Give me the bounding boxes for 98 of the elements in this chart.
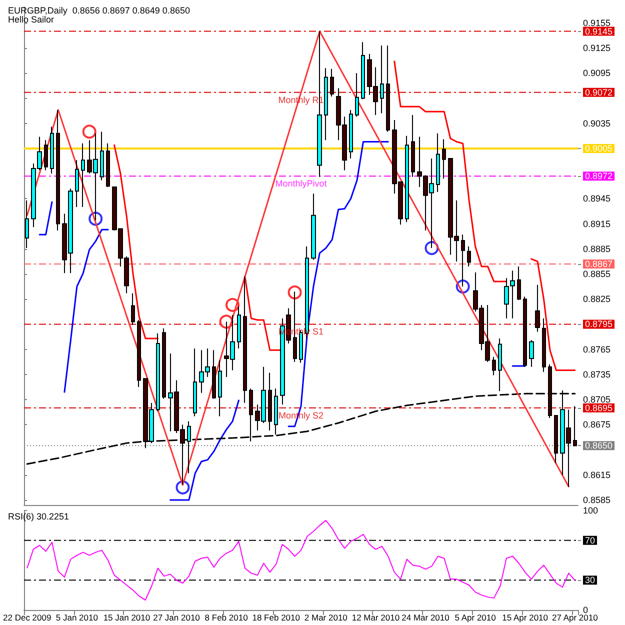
y-tick-label: 70 <box>585 535 596 546</box>
candlestick <box>492 356 496 376</box>
candlestick <box>523 296 527 368</box>
candlestick <box>504 278 509 319</box>
y-tick-label: 0.8795 <box>585 319 613 330</box>
x-tick-label: 5 Jan 2010 <box>56 612 98 622</box>
candlestick <box>212 350 216 400</box>
candlestick <box>510 270 515 319</box>
point <box>288 285 302 300</box>
candlestick <box>243 276 247 404</box>
candlestick <box>529 340 534 368</box>
y-tick-label: 0.8695 <box>585 402 613 413</box>
x-tick-label: 12 Mar 2010 <box>352 612 400 622</box>
text: Hello Sailor <box>8 14 54 24</box>
line-series <box>170 400 240 501</box>
y-tick-label: 0.9072 <box>585 87 613 98</box>
y-tick-label: 0.8945 <box>583 194 611 204</box>
candlestick <box>542 318 546 372</box>
candlestick <box>131 292 135 326</box>
candlestick <box>137 320 141 388</box>
candlestick <box>106 142 110 188</box>
y-tick-label: 0.9125 <box>583 43 611 54</box>
candlestick <box>50 126 54 174</box>
candlestick <box>274 388 278 436</box>
candlestick <box>405 135 409 223</box>
candlestick <box>380 45 384 114</box>
y-tick-label: 0.8855 <box>583 268 611 279</box>
y-tick-label: 0.8765 <box>583 344 611 354</box>
x-tick-label: 15 Jan 2010 <box>103 612 150 622</box>
line-series <box>394 60 508 282</box>
y-tick-label: 0.8972 <box>585 171 613 182</box>
candlestick <box>436 132 440 192</box>
candlestick <box>355 72 359 118</box>
x-tick-label: 27 Apr 2010 <box>552 612 598 622</box>
point <box>424 241 439 256</box>
y-tick-label: 0.9005 <box>585 143 613 154</box>
candlestick <box>467 246 471 267</box>
line-series <box>114 144 159 340</box>
candlestick <box>330 68 334 98</box>
line-series <box>530 258 576 371</box>
candlestick <box>156 332 160 412</box>
candlestick <box>81 142 85 208</box>
candlestick <box>218 360 222 417</box>
ref-line-label: Monthly S1 <box>278 326 324 337</box>
candlestick <box>311 193 316 260</box>
line-series <box>64 228 109 393</box>
candlestick <box>411 114 415 178</box>
x-tick-label: 22 Dec 2009 <box>3 612 52 622</box>
x-tick-label: 5 Apr 2010 <box>454 612 496 622</box>
y-tick-label: 0 <box>583 605 588 615</box>
y-tick-label: 0.8735 <box>583 369 611 380</box>
candlestick <box>162 328 166 400</box>
y-tick-label: 0.8615 <box>583 470 611 480</box>
candlestick <box>193 348 197 417</box>
y-tick-label: 0.8825 <box>583 294 611 304</box>
y-tick-label: 0.9095 <box>583 68 611 78</box>
candlestick <box>573 406 577 447</box>
point <box>176 480 190 494</box>
x-tick-label: 15 Apr 2010 <box>502 612 548 622</box>
y-tick-label: 0.9155 <box>583 18 611 28</box>
candlestick <box>349 109 353 159</box>
y-tick-label: 100 <box>583 506 598 516</box>
x-tick-label: 27 Jan 2010 <box>153 612 200 622</box>
candlestick <box>268 372 272 432</box>
y-tick-label: 0.8585 <box>583 494 611 505</box>
candlestick <box>25 200 29 249</box>
candlestick <box>75 160 79 208</box>
candlestick <box>100 131 104 181</box>
candlestick <box>44 140 48 171</box>
x-tick-label: 8 Feb 2010 <box>204 612 248 622</box>
candlestick <box>324 68 328 141</box>
point <box>82 124 96 139</box>
ref-line-label: MonthlyPivot <box>275 178 328 189</box>
y-tick-label: 0.8675 <box>583 420 611 430</box>
y-tick-label: 0.8867 <box>585 258 613 269</box>
y-tick-label: 0.9145 <box>585 26 613 36</box>
candlestick <box>237 306 241 349</box>
candlestick <box>517 266 521 300</box>
y-tick-label: 30 <box>585 575 596 586</box>
y-tick-label: 0.8915 <box>583 218 611 229</box>
x-tick-label: 24 Mar 2010 <box>402 612 450 622</box>
candlestick <box>554 414 558 464</box>
x-tick-label: 18 Feb 2010 <box>252 612 300 622</box>
candlestick <box>498 338 502 392</box>
chart-title: RSI(6) 30.2251 <box>8 512 70 522</box>
y-tick-label: 0.9035 <box>583 118 611 128</box>
y-tick-label: 0.8885 <box>583 244 611 254</box>
candlestick <box>361 42 365 100</box>
candlestick <box>386 45 390 132</box>
line-series <box>26 520 576 601</box>
y-tick-label: 0.8705 <box>583 394 611 405</box>
candlestick <box>442 138 446 180</box>
y-tick-label: 0.8650 <box>585 440 613 451</box>
x-tick-label: 2 Mar 2010 <box>304 612 348 622</box>
candlestick <box>535 284 540 332</box>
candlestick <box>461 234 465 288</box>
chart-title: EURGBP,Daily 0.8656 0.8697 0.8649 0.8650 <box>8 6 190 16</box>
candlestick <box>56 109 60 231</box>
